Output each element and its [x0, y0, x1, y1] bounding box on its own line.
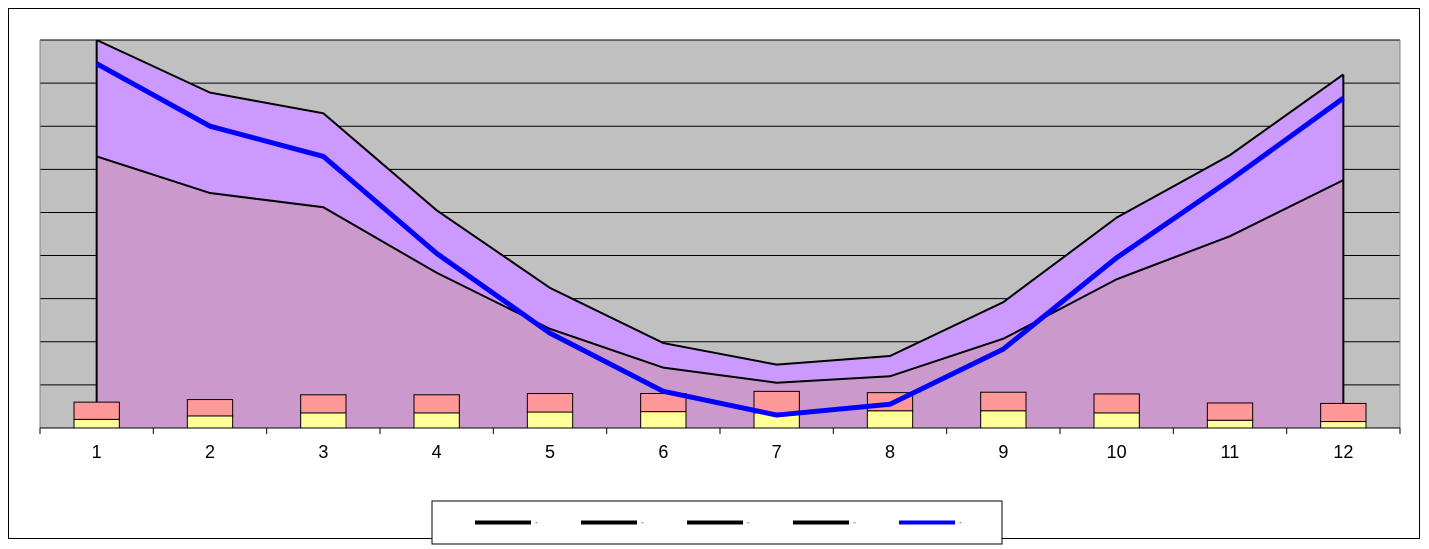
bar-top — [186, 399, 234, 417]
series-lines — [95, 61, 1345, 418]
legend-label: - — [959, 518, 962, 528]
legend: ----- — [431, 500, 1003, 545]
x-tick-label: 7 — [772, 442, 782, 462]
bar-bottom — [186, 415, 234, 429]
bar-top — [526, 393, 574, 413]
x-tick-label: 11 — [1221, 442, 1240, 462]
x-tick-label: 5 — [545, 442, 555, 462]
lower-boundary-line — [96, 155, 1344, 384]
x-tick-label: 10 — [1107, 442, 1127, 462]
bar-bottom — [980, 410, 1027, 429]
legend-label: - — [641, 518, 644, 528]
legend-label: - — [853, 518, 856, 528]
blue-series-line — [95, 61, 1345, 418]
lower-area — [96, 156, 1344, 428]
x-axis: 1 2 3 4 5 6 7 8 9 10 11 12 — [39, 427, 1401, 462]
bar-bottom — [73, 418, 120, 429]
legend-label: - — [535, 518, 538, 528]
upper-area — [96, 40, 1344, 383]
x-tick-label: 3 — [318, 442, 328, 462]
legend-label: - — [747, 518, 750, 528]
bar-bottom — [866, 410, 914, 429]
bar-top — [1093, 393, 1140, 414]
x-tick-label: 6 — [658, 442, 668, 462]
bar-bottom — [1093, 412, 1140, 429]
x-tick-label: 12 — [1333, 442, 1353, 462]
areas — [95, 39, 1345, 428]
bar-bottom — [526, 411, 574, 429]
bar-bottom — [1206, 419, 1254, 429]
bar-top — [1320, 402, 1367, 423]
bar-bottom — [413, 412, 460, 429]
x-tick-label: 2 — [205, 442, 215, 462]
bar-bottom — [300, 412, 347, 429]
bar-top — [980, 391, 1027, 412]
bar-bottom — [640, 411, 687, 429]
bar-top — [300, 394, 347, 414]
upper-boundary-line — [96, 39, 1344, 366]
bar-top — [413, 394, 460, 414]
x-tick-label: 8 — [885, 442, 895, 462]
x-tick-label: 4 — [432, 442, 442, 462]
x-tick-label: 9 — [998, 442, 1008, 462]
bar-top — [73, 401, 120, 420]
bar-bottom — [1320, 421, 1367, 429]
bar-top — [1206, 402, 1254, 421]
x-tick-label: 1 — [92, 442, 102, 462]
